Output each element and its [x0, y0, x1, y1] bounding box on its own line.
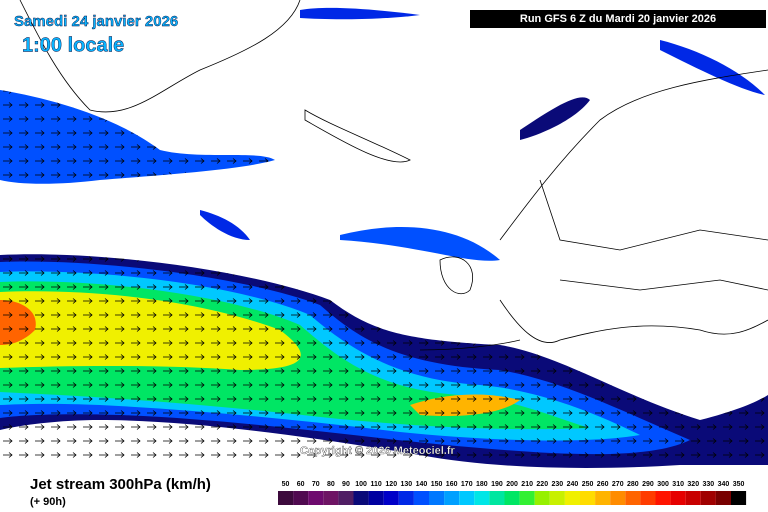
legend-swatch: [670, 491, 686, 505]
legend-swatch: [308, 491, 324, 505]
legend-label: 340: [718, 481, 730, 488]
legend-label: 320: [687, 481, 699, 488]
legend-swatch: [413, 491, 429, 505]
legend-label: 110: [371, 481, 382, 488]
legend-label: 100: [355, 481, 367, 488]
legend-label: 160: [446, 481, 458, 488]
legend-label: 180: [476, 481, 488, 488]
legend-swatch: [519, 491, 535, 505]
copyright: Copyright © 2026 Meteociel.fr: [300, 445, 456, 457]
legend-label: 60: [297, 481, 305, 488]
run-box: [470, 10, 766, 28]
legend-swatch: [474, 491, 490, 505]
legend-label: 120: [385, 481, 397, 488]
coastlines: [19, 0, 768, 351]
legend-swatch: [444, 491, 460, 505]
legend-swatch: [549, 491, 565, 505]
run-info: Run GFS 6 Z du Mardi 20 janvier 2026: [520, 13, 716, 25]
forecast-date: Samedi 24 janvier 2026: [14, 13, 178, 30]
legend-swatch: [595, 491, 611, 505]
legend-label: 330: [703, 481, 715, 488]
legend-label: 280: [627, 481, 639, 488]
legend-label: 190: [491, 481, 503, 488]
legend-label: 230: [552, 481, 564, 488]
legend-label: 270: [612, 481, 624, 488]
legend-label: 70: [312, 481, 320, 488]
forecast-time: 1:00 locale: [22, 34, 124, 56]
legend-label: 220: [536, 481, 548, 488]
legend-label: 240: [567, 481, 579, 488]
legend-label: 80: [327, 481, 335, 488]
legend-label: 90: [342, 481, 350, 488]
color-legend: 50 60 70 80 90 100 110 120 130 140 150 160 170 180 190…: [278, 481, 747, 505]
legend-swatch: [368, 491, 384, 505]
legend-label: 50: [282, 481, 290, 488]
legend-swatch: [338, 491, 354, 505]
legend-swatch: [323, 491, 339, 505]
legend-label: 200: [506, 481, 518, 488]
forecast-lead: (+ 90h): [30, 496, 66, 508]
legend-swatch: [489, 491, 505, 505]
legend-swatch: [700, 491, 716, 505]
legend-swatch: [534, 491, 550, 505]
legend-swatch: [293, 491, 309, 505]
legend-label: 250: [582, 481, 594, 488]
legend-swatch: [278, 491, 294, 505]
legend-swatch: [640, 491, 656, 505]
legend-label: 140: [416, 481, 428, 488]
legend-label: 310: [672, 481, 684, 488]
legend-swatch: [625, 491, 641, 505]
legend-swatch: [580, 491, 596, 505]
legend-swatch: [610, 491, 626, 505]
legend-label: 170: [461, 481, 473, 488]
legend-label: 150: [431, 481, 443, 488]
legend-label: 350: [733, 481, 745, 488]
legend-swatch: [353, 491, 369, 505]
legend-swatch: [459, 491, 475, 505]
legend-swatch: [504, 491, 520, 505]
legend-swatch: [564, 491, 580, 505]
legend-label: 130: [401, 481, 413, 488]
footer-title: Jet stream 300hPa (km/h): [30, 476, 211, 493]
jet-stream: [0, 7, 768, 468]
legend-label: 300: [657, 481, 669, 488]
legend-swatch: [685, 491, 701, 505]
legend-swatch: [715, 491, 731, 505]
legend-swatch: [731, 491, 747, 505]
legend-swatch: [398, 491, 414, 505]
legend-label: 260: [597, 481, 609, 488]
legend-swatch: [655, 491, 671, 505]
legend-swatch: [383, 491, 399, 505]
legend-label: 290: [642, 481, 654, 488]
legend-label: 210: [521, 481, 533, 488]
legend-swatch: [429, 491, 445, 505]
